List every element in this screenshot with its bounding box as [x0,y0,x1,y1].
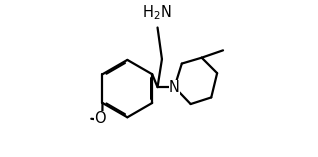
Text: O: O [94,111,106,126]
Text: H$_2$N: H$_2$N [142,3,171,22]
Text: N: N [169,80,180,95]
